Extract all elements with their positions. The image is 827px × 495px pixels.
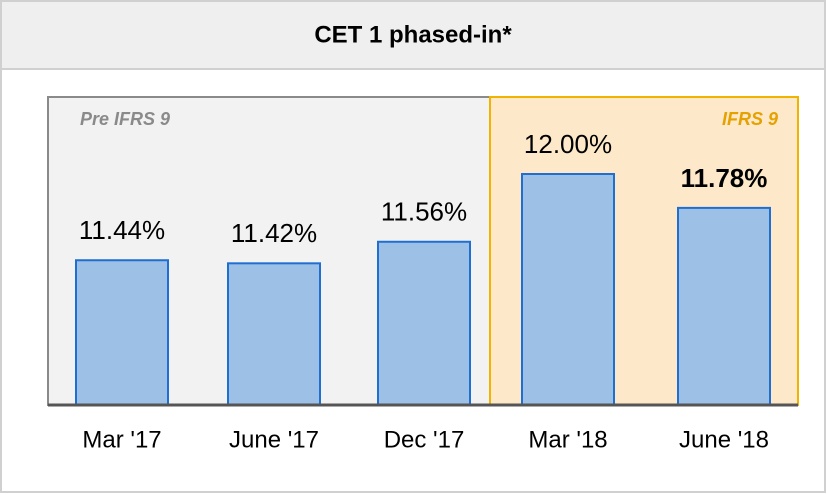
bar — [377, 240, 471, 406]
annotation: Pre IFRS 9 — [80, 109, 170, 129]
title-band — [0, 0, 826, 70]
x-tick-label: Dec '17 — [384, 426, 465, 453]
x-tick-label: Mar '18 — [528, 426, 607, 453]
value-label: 11.56% — [381, 197, 467, 227]
bar — [521, 173, 615, 406]
annotation: IFRS 9 — [722, 109, 778, 129]
bar — [677, 206, 771, 406]
x-tick-label: Mar '17 — [82, 426, 161, 453]
bar — [75, 259, 169, 406]
value-label: 11.78% — [681, 163, 768, 193]
bar — [227, 262, 321, 406]
chart-title: CET 1 phased-in* — [314, 21, 512, 48]
value-label: 11.44% — [79, 215, 165, 245]
x-tick-label: June '18 — [679, 426, 769, 453]
value-label: 11.42% — [231, 218, 317, 248]
x-tick-label: June '17 — [229, 426, 319, 453]
value-label: 12.00% — [524, 129, 612, 159]
